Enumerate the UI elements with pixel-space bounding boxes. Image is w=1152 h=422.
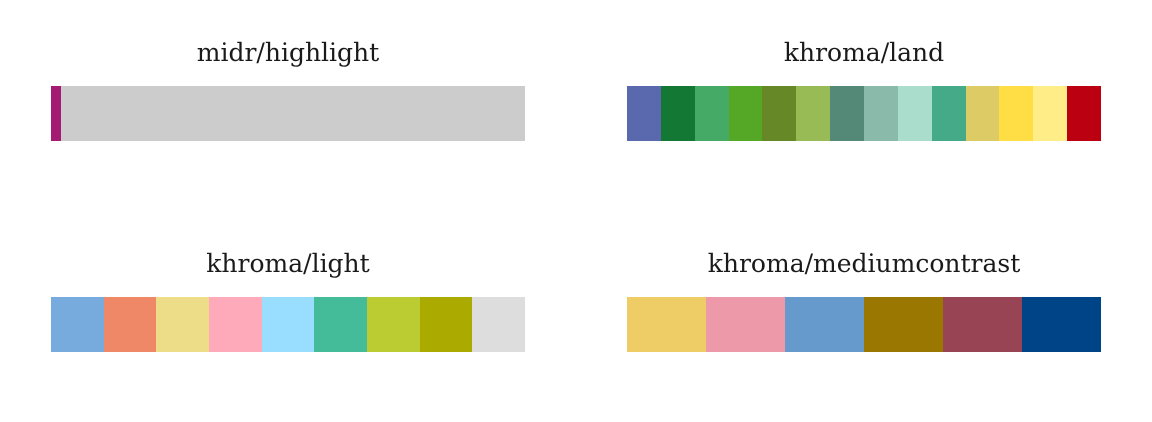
color-swatch (261, 297, 315, 352)
palette-panel-khroma-light: khroma/light (51, 246, 526, 352)
color-swatch (830, 86, 865, 141)
color-swatch (864, 297, 943, 352)
color-swatch (694, 86, 729, 141)
color-swatch (472, 297, 526, 352)
palette-swatch-row (51, 297, 526, 352)
color-swatch (931, 86, 966, 141)
palette-swatch-row (627, 86, 1102, 141)
palette-panel-midr-highlight: midr/highlight (51, 35, 525, 141)
color-swatch (785, 297, 864, 352)
color-swatch (627, 297, 706, 352)
color-swatch (660, 86, 695, 141)
palette-swatch-row (627, 297, 1101, 352)
color-swatch (706, 297, 785, 352)
color-swatch (51, 86, 62, 141)
color-swatch (51, 297, 104, 352)
palette-title: midr/highlight (196, 38, 380, 67)
color-swatch (796, 86, 831, 141)
color-swatch (1022, 297, 1101, 352)
color-swatch (897, 86, 932, 141)
color-swatch (762, 86, 797, 141)
palette-title: khroma/light (206, 249, 370, 278)
color-swatch (367, 297, 420, 352)
color-swatch (103, 297, 157, 352)
color-swatch (1033, 86, 1068, 141)
palette-swatch-row (51, 86, 525, 141)
color-swatch (61, 86, 525, 141)
color-swatch (156, 297, 210, 352)
color-swatch (864, 86, 898, 141)
color-swatch (314, 297, 368, 352)
color-swatch (419, 297, 473, 352)
color-swatch (965, 86, 1000, 141)
palette-panel-khroma-mediumcontrast: khroma/mediumcontrast (627, 246, 1101, 352)
color-swatch (627, 86, 661, 141)
palette-title: khroma/land (783, 38, 945, 67)
color-swatch (1067, 86, 1102, 141)
color-swatch (943, 297, 1022, 352)
palette-title: khroma/mediumcontrast (707, 249, 1021, 278)
color-swatch (999, 86, 1034, 141)
color-swatch (728, 86, 763, 141)
palette-panel-khroma-land: khroma/land (627, 35, 1102, 141)
color-swatch (209, 297, 262, 352)
